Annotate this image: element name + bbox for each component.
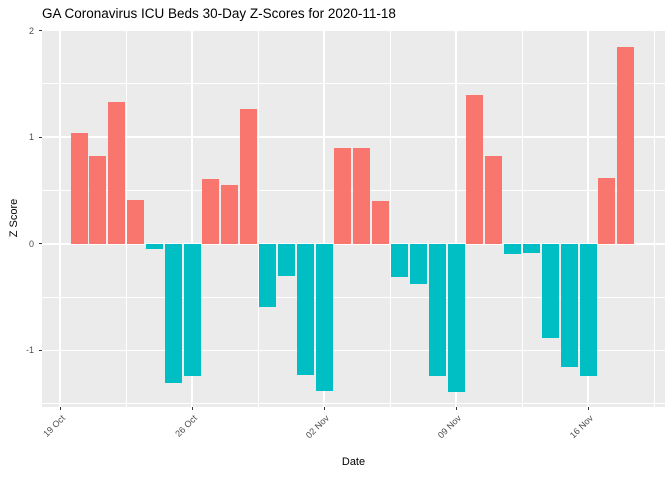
gridline-minor-x <box>521 30 523 407</box>
gridline-major-x <box>323 30 325 407</box>
y-tick-label: 0 <box>28 238 34 249</box>
y-tick-mark <box>39 349 42 351</box>
bar-positive <box>617 46 635 244</box>
y-tick-mark <box>39 136 42 138</box>
x-tick-mark <box>191 407 193 410</box>
bar-positive <box>598 177 616 244</box>
gridline-major-x <box>455 30 457 407</box>
gridline-major-x <box>587 30 589 407</box>
bar-negative <box>183 243 201 376</box>
bar-positive <box>334 147 352 244</box>
gridline-minor-x <box>125 30 127 407</box>
gridline-major-y <box>42 30 665 32</box>
bar-negative <box>504 243 522 255</box>
bar-positive <box>202 178 220 244</box>
gridline-major-y <box>42 136 665 138</box>
bar-negative <box>164 243 182 384</box>
bar-positive <box>466 94 484 244</box>
gridline-minor-y <box>42 296 665 298</box>
y-tick-mark <box>39 243 42 245</box>
bar-negative <box>145 243 163 250</box>
gridline-minor-x <box>389 30 391 407</box>
bar-positive <box>127 200 145 244</box>
gridline-major-y <box>42 243 665 245</box>
y-tick-mark <box>39 30 42 32</box>
gridline-minor-x <box>257 30 259 407</box>
bar-negative <box>259 243 277 307</box>
gridline-minor-y <box>42 403 665 405</box>
y-tick-label: 2 <box>28 25 34 36</box>
bar-negative <box>579 243 597 376</box>
x-tick-mark <box>59 407 61 410</box>
bar-positive <box>221 185 239 244</box>
x-tick-mark <box>323 407 325 410</box>
gridline-major-x <box>191 30 193 407</box>
gridline-major-x <box>59 30 61 407</box>
bar-negative <box>277 243 295 276</box>
bar-negative <box>541 243 559 338</box>
plot-panel <box>42 30 665 407</box>
bar-negative <box>409 243 427 285</box>
bar-positive <box>108 102 126 244</box>
x-tick-mark <box>455 407 457 410</box>
bar-negative <box>296 243 314 375</box>
y-tick-label: 1 <box>28 132 34 143</box>
x-tick-mark <box>587 407 589 410</box>
bar-negative <box>391 243 409 277</box>
bar-positive <box>485 156 503 244</box>
gridline-major-y <box>42 349 665 352</box>
bar-positive <box>353 147 371 244</box>
gridline-minor-y <box>42 83 665 85</box>
gridline-minor-x <box>653 30 655 407</box>
y-axis-title: Z Score <box>8 198 20 238</box>
bar-negative <box>523 243 541 254</box>
bar-negative <box>428 243 446 376</box>
chart-title: GA Coronavirus ICU Beds 30-Day Z-Scores … <box>42 6 396 21</box>
x-axis-title: Date <box>341 456 366 468</box>
bar-negative <box>315 243 333 391</box>
bar-positive <box>240 109 258 244</box>
bar-positive <box>372 201 390 244</box>
bar-positive <box>89 156 107 244</box>
y-tick-label: -1 <box>25 345 34 356</box>
bar-negative <box>560 243 578 368</box>
bar-negative <box>447 243 465 392</box>
bar-positive <box>70 132 88 244</box>
